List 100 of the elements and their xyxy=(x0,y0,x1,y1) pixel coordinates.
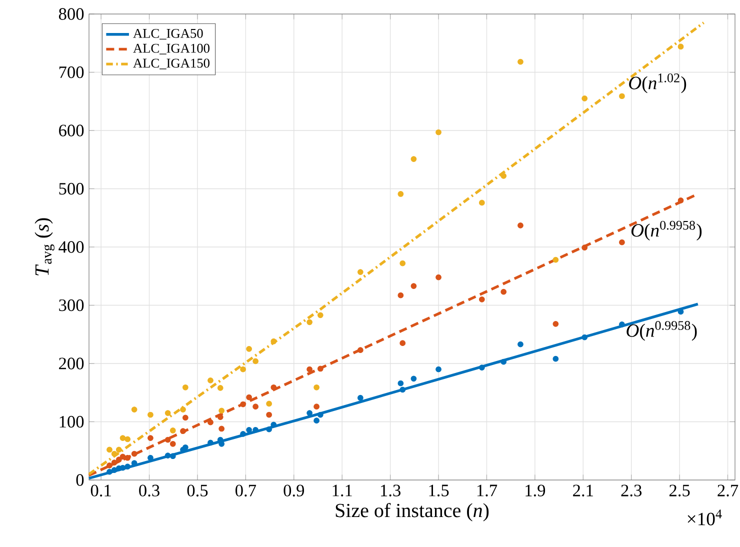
point xyxy=(400,340,406,346)
x-tick-label: 0.1 xyxy=(90,484,111,496)
x-tick-label: 1.5 xyxy=(429,484,449,496)
annotation: O(n$^{0.9958}$) xyxy=(631,220,702,241)
point xyxy=(314,384,320,390)
point xyxy=(518,341,524,348)
point xyxy=(582,334,588,340)
point xyxy=(436,274,442,280)
point xyxy=(182,384,188,390)
y-axis-title: T$_{avg}$ (s) xyxy=(34,218,54,276)
y-tick-label: 0 xyxy=(76,474,84,486)
point xyxy=(252,358,258,364)
x-tick-label: 1.1 xyxy=(332,484,352,496)
point xyxy=(619,322,625,328)
point xyxy=(131,406,138,412)
point xyxy=(208,377,214,384)
point xyxy=(208,440,214,446)
point xyxy=(398,292,404,298)
point xyxy=(270,384,277,390)
point xyxy=(400,260,406,266)
point xyxy=(124,436,131,442)
point xyxy=(266,400,272,407)
point xyxy=(678,197,684,204)
point xyxy=(306,319,312,326)
annotation: O(n$^{0.9958}$) xyxy=(626,321,697,341)
point xyxy=(478,296,485,302)
point xyxy=(124,454,131,461)
point xyxy=(398,191,404,197)
legend-label: ALC_IGA50 xyxy=(133,28,203,40)
point xyxy=(124,464,131,470)
point xyxy=(552,256,559,263)
point xyxy=(357,394,364,401)
y-tick-label: 600 xyxy=(59,124,84,136)
point xyxy=(436,366,442,372)
point xyxy=(582,244,588,251)
point xyxy=(106,468,112,475)
point xyxy=(552,356,559,362)
y-tick-label: 200 xyxy=(59,358,84,370)
point xyxy=(106,462,112,468)
point xyxy=(518,222,524,228)
point xyxy=(131,450,138,457)
point xyxy=(410,376,417,382)
x-tick-label: 0.3 xyxy=(139,484,160,496)
point xyxy=(400,386,406,393)
point xyxy=(170,453,176,460)
point xyxy=(208,419,214,426)
point xyxy=(410,283,417,289)
text: ×10$^{4}$ xyxy=(688,510,722,526)
point xyxy=(357,347,364,354)
y-tick-label: 700 xyxy=(59,66,84,78)
point xyxy=(148,412,154,418)
point xyxy=(120,435,126,441)
x-tick-label: 2.3 xyxy=(621,484,642,496)
x-tick-label: 0.7 xyxy=(236,484,256,496)
point xyxy=(317,366,324,372)
point xyxy=(252,426,258,433)
point xyxy=(240,401,246,408)
y-tick-label: 800 xyxy=(58,8,84,20)
point xyxy=(246,346,252,352)
point xyxy=(170,440,176,447)
point xyxy=(217,385,224,391)
point xyxy=(619,93,625,100)
point xyxy=(500,358,507,365)
point xyxy=(164,436,171,443)
point xyxy=(170,428,176,434)
x-tick-label: 0.5 xyxy=(187,484,208,496)
x-axis-title: Size of instance (n) xyxy=(336,502,489,522)
point xyxy=(410,156,417,162)
point xyxy=(270,338,277,344)
y-tick-label: 500 xyxy=(59,182,84,195)
point xyxy=(500,288,507,295)
legend-label: ALC_IGA100 xyxy=(133,44,210,54)
point xyxy=(246,426,252,433)
y-tick-label: 100 xyxy=(60,416,84,428)
point xyxy=(552,320,559,327)
point xyxy=(678,44,684,50)
point xyxy=(180,428,186,434)
point xyxy=(164,410,171,416)
point xyxy=(111,467,118,474)
point xyxy=(182,444,188,450)
point xyxy=(116,446,122,453)
x-tick-label: 1.9 xyxy=(526,484,546,496)
point xyxy=(314,418,320,424)
point xyxy=(164,452,171,458)
point xyxy=(116,456,122,463)
point xyxy=(111,450,118,457)
point xyxy=(240,366,246,372)
point xyxy=(106,446,112,453)
point xyxy=(619,239,625,246)
point xyxy=(306,366,312,372)
y-tick-label: 400 xyxy=(58,241,84,253)
point xyxy=(246,394,252,400)
point xyxy=(180,406,186,412)
point xyxy=(111,460,118,466)
point xyxy=(218,408,225,414)
point xyxy=(478,364,485,371)
point xyxy=(148,435,154,441)
x-tick-label: 1.3 xyxy=(381,484,400,496)
point xyxy=(398,380,404,386)
point xyxy=(240,431,246,437)
